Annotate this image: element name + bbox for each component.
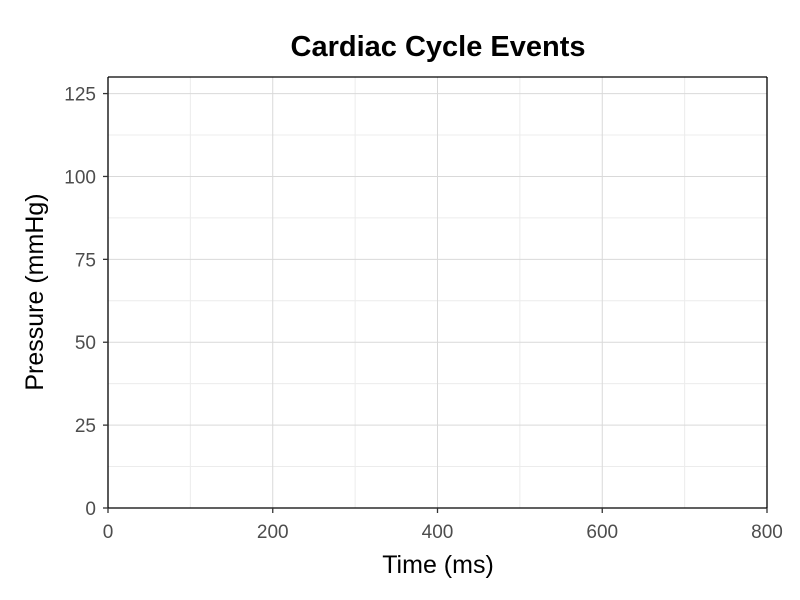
x-tick-label: 600 xyxy=(586,522,618,543)
x-axis-title: Time (ms) xyxy=(382,551,494,579)
y-tick-label: 125 xyxy=(64,85,96,106)
y-tick-label: 100 xyxy=(64,167,96,188)
y-tick-label: 25 xyxy=(75,416,96,437)
x-tick-label: 800 xyxy=(751,522,783,543)
chart-title: Cardiac Cycle Events xyxy=(291,31,586,63)
y-tick-label: 50 xyxy=(75,333,96,354)
grid xyxy=(107,77,768,509)
y-axis-title: Pressure (mmHg) xyxy=(21,193,49,390)
y-tick-label: 75 xyxy=(75,250,96,271)
y-tick-label: 0 xyxy=(85,499,96,520)
x-tick-label: 0 xyxy=(103,522,114,543)
x-tick-label: 400 xyxy=(422,522,454,543)
x-tick-label: 200 xyxy=(257,522,289,543)
axes: 0 200 400 600 800 0 25 50 75 100 125 xyxy=(64,76,783,543)
